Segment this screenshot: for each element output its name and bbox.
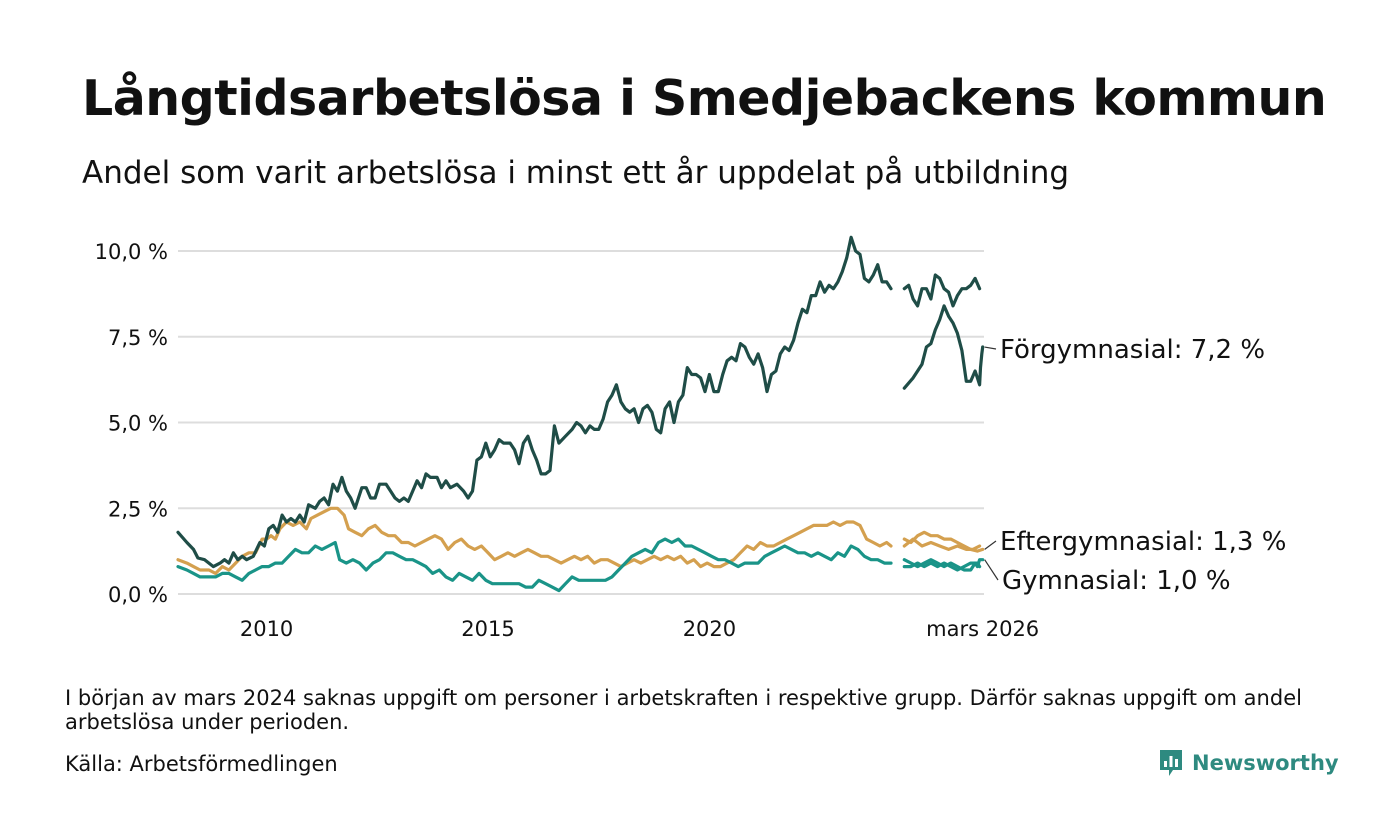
series-line-eftergymnasial <box>902 530 985 553</box>
leader-line-eftergymnasial <box>984 540 997 550</box>
line-chart: 0,0 % 2,5 % 5,0 % 7,5 % 10,0 % 2010 2015 2020 ma… <box>95 235 1286 641</box>
x-tick-label: mars 2026 <box>926 617 1039 641</box>
series-line-gymnasial <box>902 561 982 572</box>
chart-subtitle: Andel som varit arbetslösa i minst ett å… <box>82 155 1070 191</box>
y-tick-label: 2,5 % <box>108 497 168 521</box>
series-line-gymnasial <box>902 558 985 572</box>
x-tick-label: 2015 <box>461 617 514 641</box>
y-tick-label: 0,0 % <box>108 583 168 607</box>
missing-data-note: I början av mars 2024 saknas uppgift om … <box>65 686 1302 734</box>
leader-line-forgymnasial <box>984 346 997 350</box>
x-tick-label: 2020 <box>683 617 736 641</box>
end-label-eftergymnasial: Eftergymnasial: 1,3 % <box>1000 527 1286 557</box>
y-tick-label: 10,0 % <box>95 240 168 264</box>
series-line-eftergymnasial <box>176 506 893 575</box>
leader-line-gymnasial <box>984 559 999 581</box>
newsworthy-logo-icon <box>1160 750 1182 776</box>
brand-name: Newsworthy <box>1192 751 1339 775</box>
end-label-gymnasial: Gymnasial: 1,0 % <box>1002 566 1231 596</box>
series-line-gymnasial <box>176 537 893 593</box>
x-tick-label: 2010 <box>240 617 293 641</box>
y-tick-label: 7,5 % <box>108 326 168 350</box>
series-line-forgymnasial <box>902 304 985 390</box>
y-tick-label: 5,0 % <box>108 412 168 436</box>
source-label: Källa: Arbetsförmedlingen <box>65 752 338 776</box>
newsworthy-brand[interactable]: Newsworthy <box>1158 748 1339 778</box>
end-label-forgymnasial: Förgymnasial: 7,2 % <box>1000 335 1265 365</box>
chart-title: Långtidsarbetslösa i Smedjebackens kommu… <box>82 70 1327 127</box>
series-line-forgymnasial <box>902 273 982 308</box>
series-line-forgymnasial <box>176 235 893 569</box>
